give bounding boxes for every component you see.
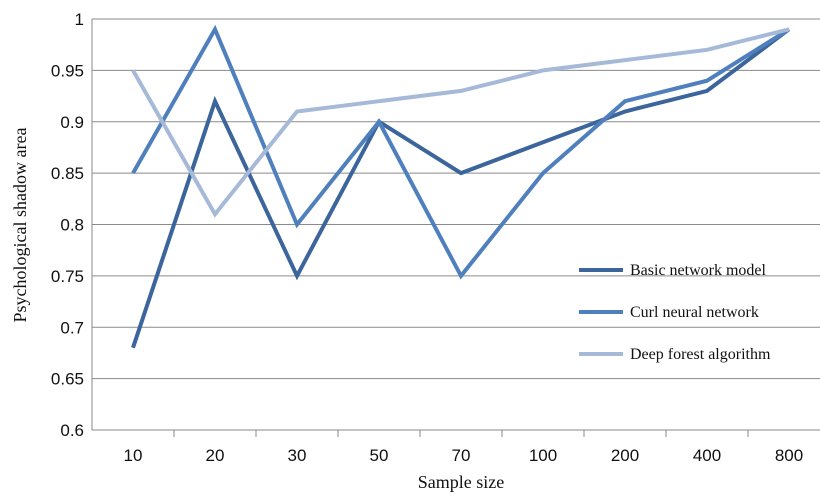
- y-tick-label: 0.6: [60, 421, 84, 440]
- y-tick-label: 0.65: [51, 370, 84, 389]
- x-axis-title: Sample size: [418, 472, 504, 492]
- legend: Basic network model Curl neural network De…: [579, 262, 771, 363]
- x-tick-label: 10: [124, 446, 143, 465]
- x-tick-labels: 10 20 30 50 70 100 200 400 800: [124, 446, 804, 465]
- y-tick-label: 0.85: [51, 164, 84, 183]
- series-line-2: [131, 24, 791, 280]
- y-tick-label: 0.95: [51, 61, 84, 80]
- x-tick-label: 100: [529, 446, 557, 465]
- x-tick-label: 20: [206, 446, 225, 465]
- series-line-3: [131, 27, 790, 218]
- y-tick-label: 0.75: [51, 267, 84, 286]
- y-tick-label: 1: [75, 10, 84, 29]
- x-tick-label: 70: [452, 446, 471, 465]
- series-lines: [131, 24, 791, 349]
- x-tick-label: 800: [775, 446, 803, 465]
- gridlines: [92, 18, 820, 380]
- legend-label: Curl neural network: [630, 304, 759, 321]
- x-tick-label: 200: [611, 446, 639, 465]
- legend-label: Basic network model: [630, 262, 767, 279]
- y-axis-title: Psychological shadow area: [10, 128, 30, 323]
- axes: [91, 19, 820, 437]
- y-tick-label: 0.9: [60, 113, 84, 132]
- series-line-1: [131, 27, 791, 349]
- x-tick-label: 30: [288, 446, 307, 465]
- y-tick-labels: 0.6 0.65 0.7 0.75 0.8 0.85 0.9 0.95 1: [51, 10, 84, 440]
- y-tick-label: 0.8: [60, 216, 84, 235]
- x-tick-label: 50: [370, 446, 389, 465]
- y-tick-label: 0.7: [60, 318, 84, 337]
- x-tick-label: 400: [693, 446, 721, 465]
- legend-label: Deep forest algorithm: [630, 346, 771, 363]
